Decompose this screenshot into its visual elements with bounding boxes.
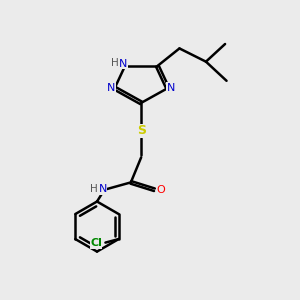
Text: O: O [157, 185, 165, 195]
Text: H: H [90, 184, 98, 194]
Text: N: N [167, 82, 176, 93]
Text: N: N [98, 184, 107, 194]
Text: N: N [119, 59, 128, 69]
Text: N: N [107, 82, 115, 93]
Text: S: S [137, 124, 146, 137]
Text: Cl: Cl [90, 238, 102, 248]
Text: H: H [111, 58, 119, 68]
